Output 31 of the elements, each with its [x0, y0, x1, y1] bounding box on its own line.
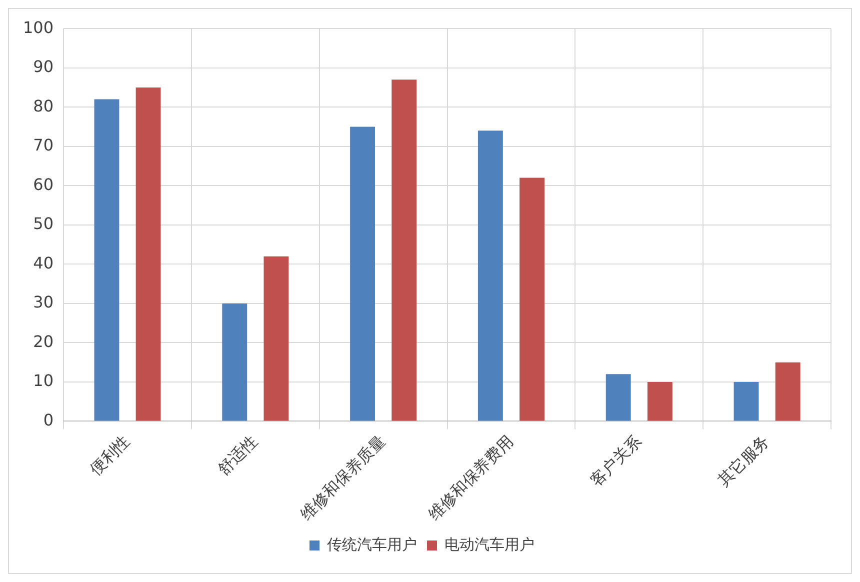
y-tick-label: 80	[33, 96, 54, 116]
bar	[478, 130, 503, 421]
x-tick-label: 维修和保养质量	[296, 431, 390, 524]
bar	[350, 126, 375, 421]
y-tick-label: 20	[33, 332, 54, 351]
x-tick-label: 便利性	[86, 431, 134, 479]
y-tick-label: 40	[33, 253, 54, 272]
legend-label: 电动汽车用户	[444, 535, 534, 554]
bar	[94, 99, 120, 421]
y-tick-label: 90	[33, 57, 54, 76]
y-tick-label: 60	[33, 174, 54, 194]
y-tick-label: 70	[33, 136, 54, 155]
bar	[775, 362, 800, 421]
y-tick-label: 30	[33, 292, 54, 312]
x-tick-label: 其它服务	[714, 431, 773, 490]
bar	[222, 303, 248, 421]
bar	[647, 382, 672, 421]
y-tick-label: 100	[22, 18, 54, 37]
y-tick-label: 10	[33, 371, 54, 390]
y-tick-label: 50	[33, 214, 54, 234]
bar	[136, 87, 161, 421]
bar	[734, 382, 759, 421]
bar	[264, 256, 289, 421]
x-tick-label: 舒适性	[214, 431, 262, 479]
y-tick-label: 0	[43, 410, 54, 430]
bar	[606, 374, 631, 421]
bar	[392, 80, 417, 421]
legend-label: 传统汽车用户	[327, 535, 417, 554]
x-tick-label: 客户关系	[586, 431, 645, 490]
x-tick-label: 维修和保养费用	[424, 431, 517, 524]
bar	[520, 178, 544, 421]
